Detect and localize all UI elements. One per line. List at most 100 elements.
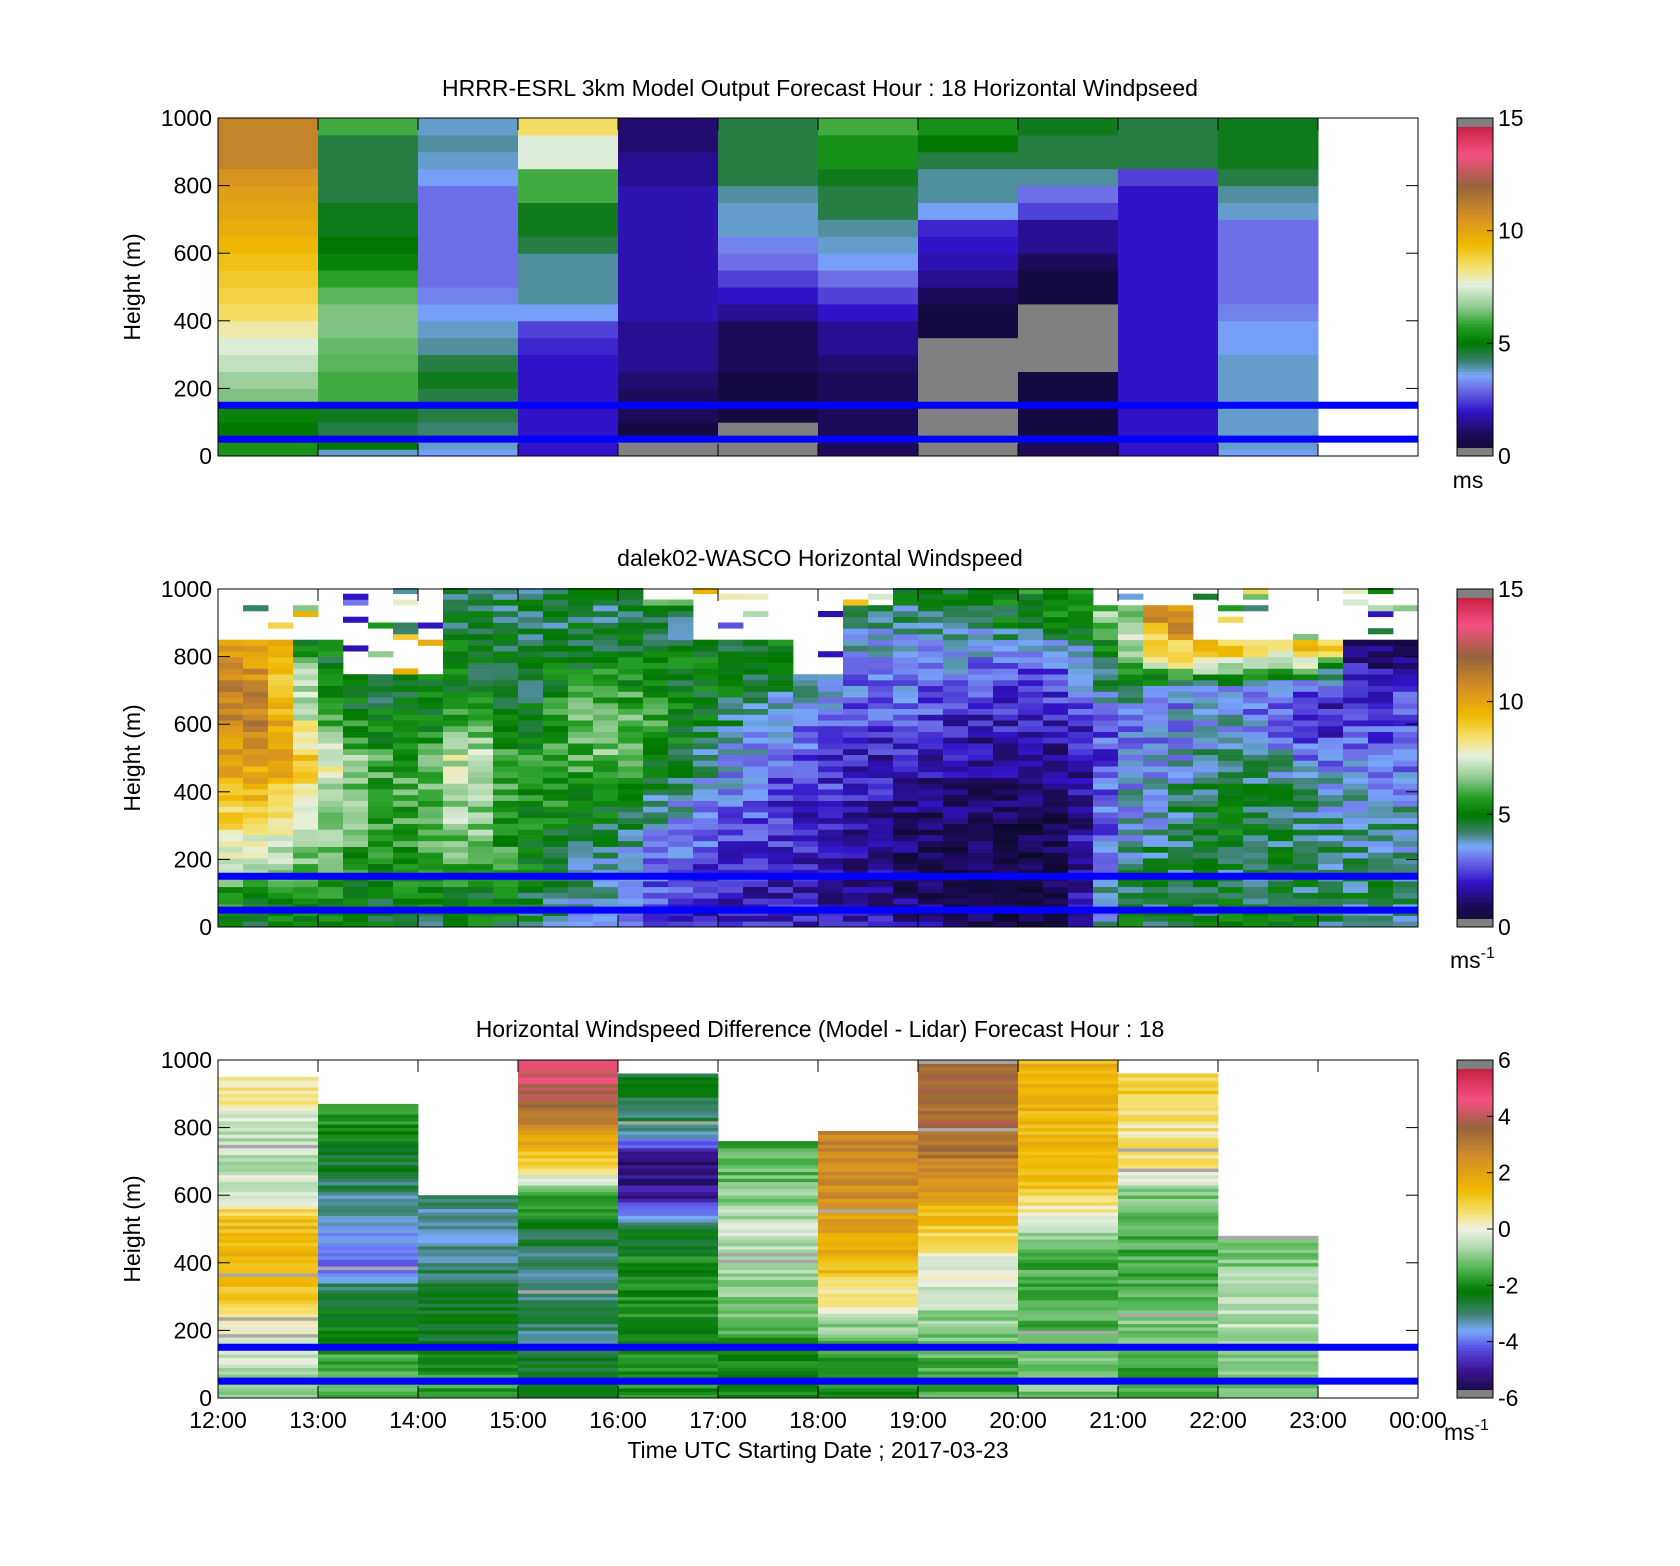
lidar-cell bbox=[1043, 645, 1069, 652]
colorbar-segment bbox=[1457, 825, 1493, 829]
lidar-cell bbox=[1018, 674, 1044, 681]
lidar-cell bbox=[518, 634, 544, 641]
lidar-cell bbox=[893, 812, 919, 819]
lidar-cell bbox=[568, 748, 594, 755]
model-cell bbox=[618, 388, 719, 406]
difference-cell bbox=[1118, 1313, 1219, 1318]
lidar-cell bbox=[893, 823, 919, 830]
difference-cell bbox=[1218, 1374, 1319, 1379]
model-cell bbox=[618, 449, 719, 457]
lidar-cell bbox=[268, 674, 294, 681]
lidar-cell bbox=[218, 674, 244, 681]
difference-cell bbox=[518, 1212, 619, 1216]
lidar-cell bbox=[1368, 800, 1394, 807]
lidar-cell bbox=[218, 812, 244, 819]
lidar-cell bbox=[218, 737, 244, 744]
lidar-cell bbox=[868, 863, 894, 870]
lidar-cell bbox=[1393, 840, 1419, 847]
lidar-cell bbox=[1168, 921, 1194, 928]
lidar-cell bbox=[1368, 656, 1394, 663]
difference-cell bbox=[318, 1218, 419, 1223]
lidar-cell bbox=[418, 674, 444, 681]
lidar-cell bbox=[543, 697, 569, 704]
difference-cell bbox=[518, 1158, 619, 1162]
difference-cell bbox=[318, 1354, 419, 1358]
difference-cell bbox=[618, 1276, 719, 1281]
colorbar-segment bbox=[1457, 399, 1493, 403]
difference-cell bbox=[918, 1191, 1019, 1196]
difference-cell bbox=[918, 1310, 1019, 1314]
lidar-cell bbox=[1343, 817, 1369, 824]
difference-cell bbox=[1218, 1242, 1319, 1247]
difference-cell bbox=[518, 1387, 619, 1392]
lidar-cell bbox=[568, 852, 594, 859]
lidar-cell bbox=[593, 771, 619, 778]
lidar-cell bbox=[443, 846, 469, 853]
lidar-cell bbox=[1093, 915, 1119, 922]
lidar-cell bbox=[1393, 760, 1419, 767]
model-cell bbox=[1018, 219, 1119, 237]
difference-cell bbox=[918, 1387, 1019, 1392]
lidar-cell bbox=[1093, 743, 1119, 750]
lidar-cell bbox=[493, 645, 519, 652]
lidar-cell bbox=[718, 858, 744, 865]
lidar-cell bbox=[493, 754, 519, 761]
colorbar-segment bbox=[1457, 323, 1493, 327]
lidar-cell bbox=[1393, 725, 1419, 732]
colorbar-segment bbox=[1457, 1383, 1493, 1388]
colorbar-segment bbox=[1457, 295, 1493, 299]
lidar-cell bbox=[343, 858, 369, 865]
lidar-cell bbox=[243, 708, 269, 715]
colorbar-segment bbox=[1457, 839, 1493, 843]
model-cell bbox=[918, 354, 1019, 372]
lidar-cell bbox=[518, 829, 544, 836]
lidar-cell bbox=[1043, 674, 1069, 681]
panel-2-reference-lines bbox=[218, 872, 1418, 914]
lidar-cell bbox=[593, 846, 619, 853]
lidar-cell bbox=[1293, 823, 1319, 830]
difference-cell bbox=[618, 1279, 719, 1284]
lidar-cell bbox=[918, 800, 944, 807]
lidar-cell bbox=[468, 639, 494, 646]
difference-cell bbox=[918, 1320, 1019, 1325]
lidar-cell bbox=[1143, 748, 1169, 755]
difference-cell bbox=[718, 1229, 819, 1233]
colorbar-segment bbox=[1457, 696, 1493, 700]
lidar-cell bbox=[493, 662, 519, 669]
lidar-cell bbox=[893, 593, 919, 600]
lidar-cell bbox=[1193, 840, 1219, 847]
lidar-cell bbox=[893, 639, 919, 646]
lidar-cell bbox=[1168, 800, 1194, 807]
difference-cell bbox=[818, 1198, 919, 1203]
lidar-cell bbox=[1368, 881, 1394, 888]
lidar-cell bbox=[1168, 662, 1194, 669]
lidar-cell bbox=[968, 605, 994, 612]
lidar-cell bbox=[1068, 806, 1094, 813]
model-cell bbox=[318, 371, 419, 389]
lidar-cell bbox=[1218, 783, 1244, 790]
colorbar-segment bbox=[1457, 1161, 1493, 1165]
lidar-cell bbox=[1143, 760, 1169, 767]
lidar-cell bbox=[993, 714, 1019, 721]
lidar-cell bbox=[743, 886, 769, 893]
lidar-cell bbox=[943, 616, 969, 623]
lidar-cell bbox=[1043, 823, 1069, 830]
difference-cell bbox=[1118, 1283, 1219, 1287]
model-cell bbox=[1218, 303, 1319, 322]
difference-cell bbox=[418, 1340, 519, 1345]
colorbar-segment bbox=[1457, 811, 1493, 815]
lidar-cell bbox=[343, 766, 369, 773]
lidar-cell bbox=[1393, 823, 1419, 830]
lidar-cell bbox=[718, 668, 744, 675]
lidar-cell bbox=[1193, 915, 1219, 922]
difference-cell bbox=[218, 1394, 319, 1399]
model-cell bbox=[718, 287, 819, 305]
lidar-cell bbox=[1268, 886, 1294, 893]
lidar-cell bbox=[943, 783, 969, 790]
lidar-cell bbox=[643, 679, 669, 686]
lidar-cell bbox=[1168, 852, 1194, 859]
lidar-cell bbox=[268, 760, 294, 767]
lidar-cell bbox=[818, 863, 844, 870]
lidar-cell bbox=[568, 668, 594, 675]
colorbar-segment bbox=[1457, 1113, 1493, 1117]
